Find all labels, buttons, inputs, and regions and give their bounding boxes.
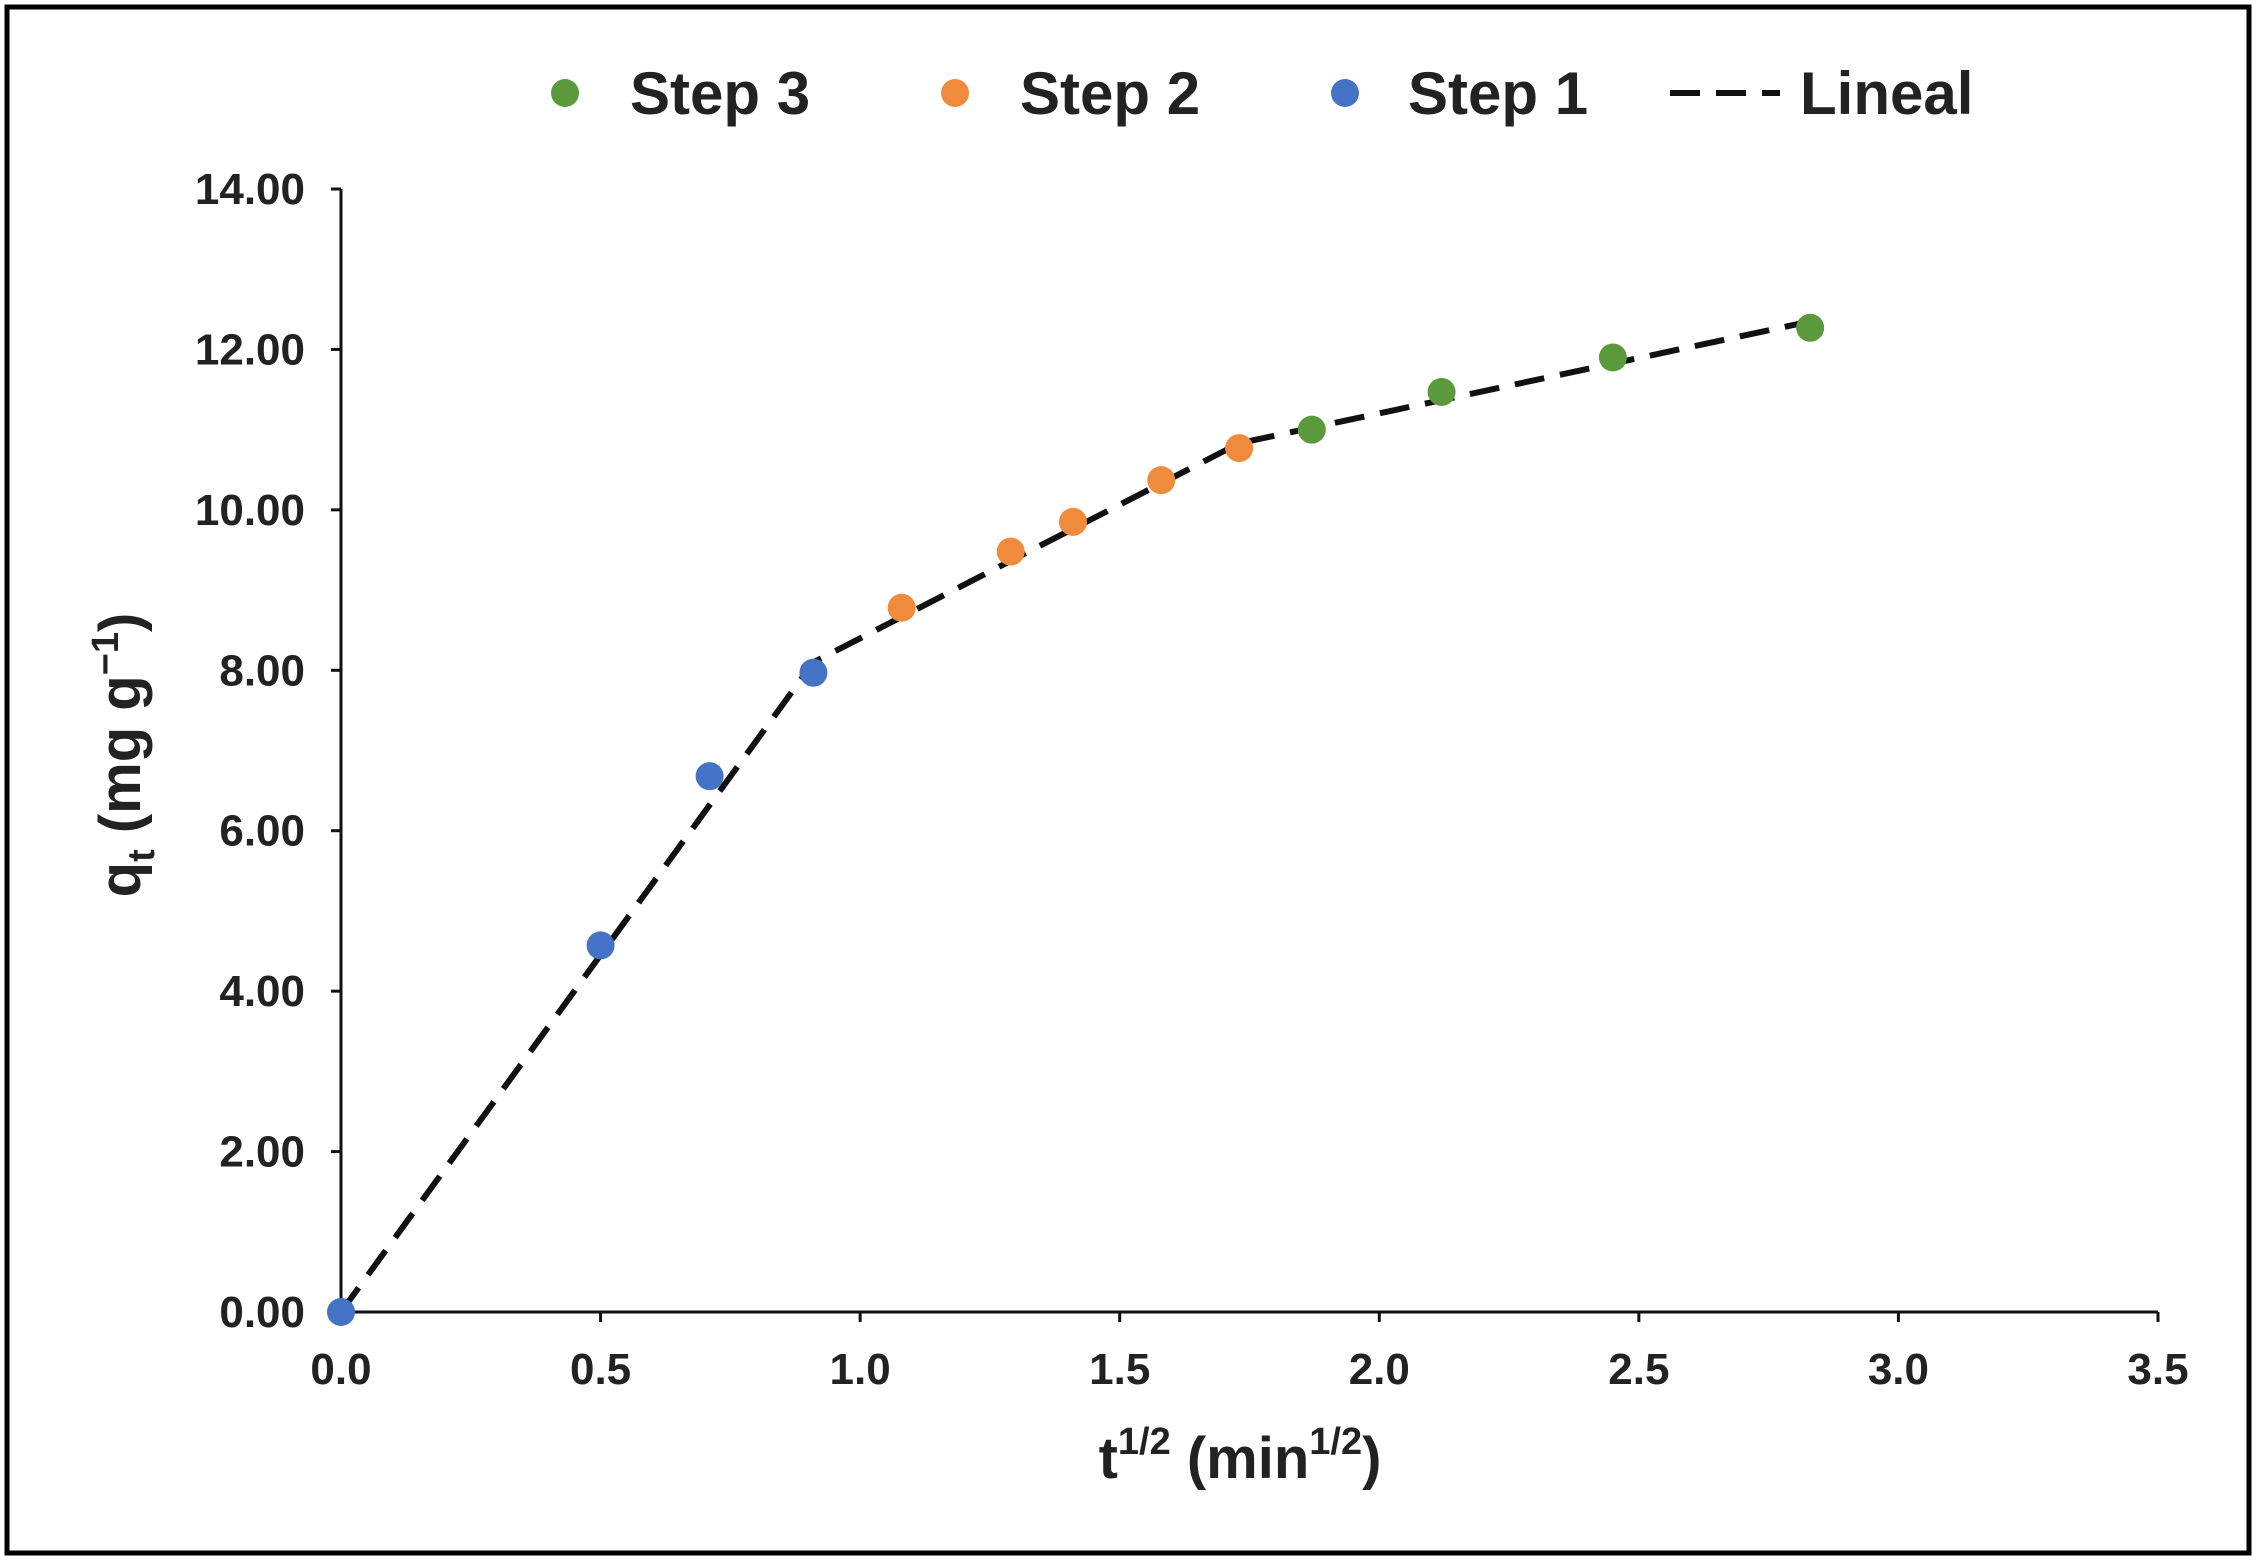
data-point	[1058, 507, 1087, 536]
x-tick-label: 0.0	[310, 1345, 371, 1394]
x-axis-title: t1/2 (min1/2)	[1099, 1421, 1382, 1491]
y-tick-label: 2.00	[219, 1128, 305, 1177]
x-tick-label: 2.5	[1608, 1345, 1669, 1394]
series-step-3	[1297, 313, 1825, 444]
legend-label: Step 3	[630, 60, 810, 127]
legend-label: Lineal	[1800, 60, 1973, 127]
x-tick-label: 1.0	[830, 1345, 891, 1394]
legend-label: Step 2	[1020, 60, 1200, 127]
legend-symbol-dot	[551, 79, 579, 107]
x-tick-label: 3.5	[2127, 1345, 2188, 1394]
data-point	[996, 537, 1025, 566]
data-point	[327, 1298, 355, 1326]
y-tick-label: 0.00	[219, 1288, 305, 1337]
legend-label: Step 1	[1408, 60, 1588, 127]
legend-item-step-3: Step 3	[551, 60, 810, 127]
y-tick-label: 4.00	[219, 967, 305, 1016]
data-point	[1147, 466, 1176, 495]
x-tick-label: 2.0	[1349, 1345, 1410, 1394]
x-tick-label: 0.5	[570, 1345, 631, 1394]
x-axis: 0.0 0.5 1.0 1.5 2.0 2.5 3.0 3.5	[310, 1310, 2189, 1394]
legend-item-lineal: Lineal	[1670, 60, 1973, 127]
data-point	[799, 658, 828, 687]
figure-border	[4, 4, 2252, 1556]
y-tick-label: 14.00	[195, 165, 305, 214]
series-line-lineal	[338, 318, 1811, 1314]
data-point	[586, 931, 615, 960]
data-point	[695, 762, 724, 791]
data-point	[1598, 343, 1627, 372]
y-tick-label: 10.00	[195, 486, 305, 535]
y-tick-label: 12.00	[195, 325, 305, 374]
y-tick-label: 6.00	[219, 807, 305, 856]
data-point	[1297, 415, 1326, 444]
data-point	[887, 593, 916, 622]
legend-item-step-1: Step 1	[1331, 60, 1588, 127]
y-tick-label: 8.00	[219, 646, 305, 695]
legend-symbol-dot	[1331, 79, 1359, 107]
data-point	[1796, 313, 1825, 342]
data-point	[1427, 377, 1456, 406]
legend-item-step-2: Step 2	[941, 60, 1200, 127]
data-point	[1225, 434, 1254, 463]
legend: Step 3 Step 2 Step 1 Lineal	[551, 60, 1973, 127]
y-axis: 0.00 2.00 4.00 6.00 8.00 10.00 12.00 14.00	[195, 165, 343, 1337]
x-tick-label: 3.0	[1868, 1345, 1929, 1394]
series-layer	[327, 313, 1825, 1326]
series-step-2	[887, 434, 1254, 622]
series-step-1	[327, 658, 828, 1326]
legend-symbol-dot	[941, 79, 969, 107]
y-axis-title: qt (mg g−1)	[85, 613, 163, 898]
x-tick-label: 1.5	[1089, 1345, 1150, 1394]
